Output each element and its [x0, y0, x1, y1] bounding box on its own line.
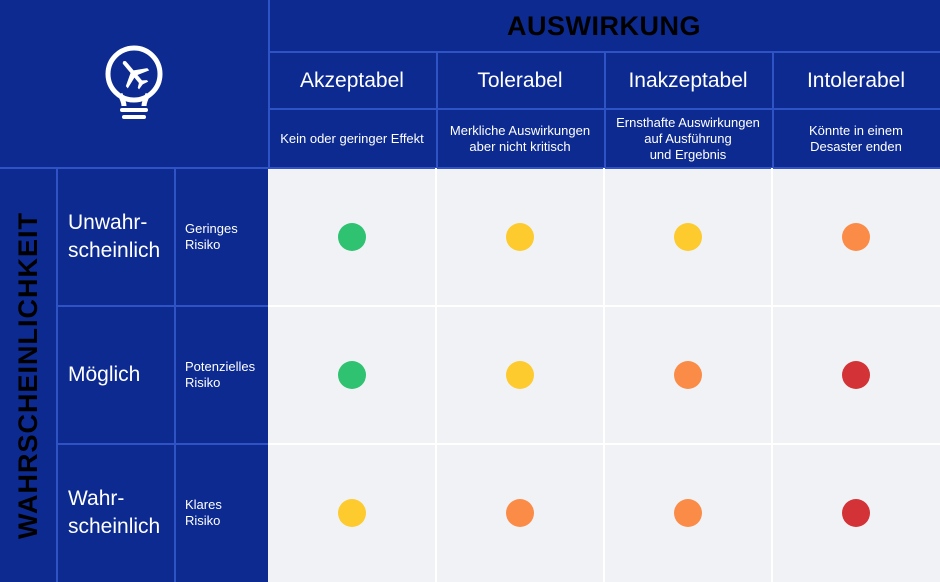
row-risk-label: Geringes Risiko	[185, 221, 238, 252]
row-risk-label: Klares Risiko	[185, 497, 222, 528]
logo-area	[0, 0, 268, 168]
risk-dot-yellow	[674, 223, 702, 251]
grid-line	[604, 52, 606, 168]
column-header: Inakzeptabel	[628, 68, 748, 92]
column-description: Kein oder geringer Effekt	[280, 130, 424, 146]
risk-dot-red	[842, 361, 870, 389]
column-header: Akzeptabel	[300, 68, 404, 92]
matrix-cell	[772, 306, 940, 444]
grid-line	[56, 168, 58, 582]
matrix-cell	[604, 306, 772, 444]
matrix-cell	[604, 168, 772, 306]
column-description: Merkliche Auswirkungen aber nicht kritis…	[449, 122, 591, 154]
column-header: Intolerabel	[806, 68, 906, 92]
likelihood-title: WAHRSCHEINLICHKEIT	[12, 211, 43, 539]
risk-dot-green	[338, 361, 366, 389]
row-header: Unwahr- scheinlich	[68, 211, 161, 262]
grid-line	[435, 168, 437, 582]
row-risk-label: Potenzielles Risiko	[185, 359, 256, 390]
column-description: Könnte in einem Desaster enden	[809, 122, 903, 154]
risk-dot-orange	[506, 499, 534, 527]
matrix-cell	[268, 444, 436, 582]
likelihood-label-area: WAHRSCHEINLICHKEIT	[0, 168, 56, 582]
risk-dot-orange	[674, 499, 702, 527]
risk-dot-yellow	[506, 223, 534, 251]
row-header: Möglich	[68, 363, 141, 386]
grid-line	[436, 52, 438, 168]
grid-line	[0, 167, 940, 169]
impact-title: AUSWIRKUNG	[507, 10, 701, 41]
matrix-cell	[604, 444, 772, 582]
matrix-cell	[268, 168, 436, 306]
grid-line	[56, 305, 268, 307]
risk-dot-green	[338, 223, 366, 251]
matrix-cell	[436, 168, 604, 306]
matrix-cell	[436, 444, 604, 582]
risk-dot-red	[842, 499, 870, 527]
risk-dot-yellow	[338, 499, 366, 527]
likelihood-band	[0, 168, 268, 582]
risk-dot-orange	[674, 361, 702, 389]
grid-line	[772, 52, 774, 168]
risk-dot-orange	[842, 223, 870, 251]
column-header: Tolerabel	[477, 68, 563, 92]
row-header: Wahr- scheinlich	[68, 487, 161, 538]
grid-line	[174, 168, 176, 582]
grid-line	[268, 443, 940, 445]
matrix-cell	[436, 306, 604, 444]
grid-line	[603, 168, 605, 582]
grid-line	[268, 0, 270, 168]
grid-line	[56, 443, 268, 445]
grid-line	[268, 305, 940, 307]
matrix-cell	[772, 444, 940, 582]
column-description: Ernsthafte Auswirkungen auf Ausführung u…	[616, 114, 760, 162]
matrix-cell	[268, 306, 436, 444]
plane-lightbulb-icon	[105, 45, 163, 119]
risk-dot-yellow	[506, 361, 534, 389]
grid-line	[771, 168, 773, 582]
matrix-cell	[772, 168, 940, 306]
